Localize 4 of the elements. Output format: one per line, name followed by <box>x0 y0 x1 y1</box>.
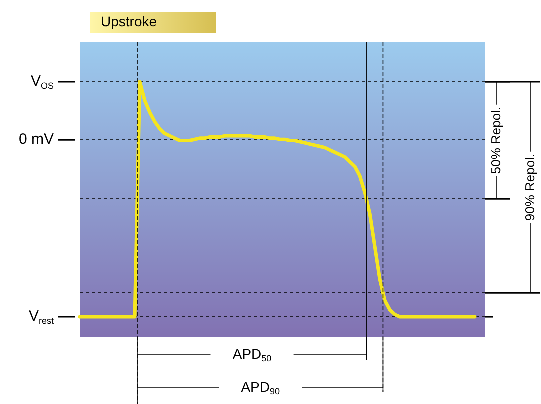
text: 90% Repol. <box>522 154 538 222</box>
text: Upstroke <box>100 13 158 30</box>
ref-line-label: 0 mV <box>18 131 54 148</box>
text: 50% Repol. <box>488 106 504 174</box>
